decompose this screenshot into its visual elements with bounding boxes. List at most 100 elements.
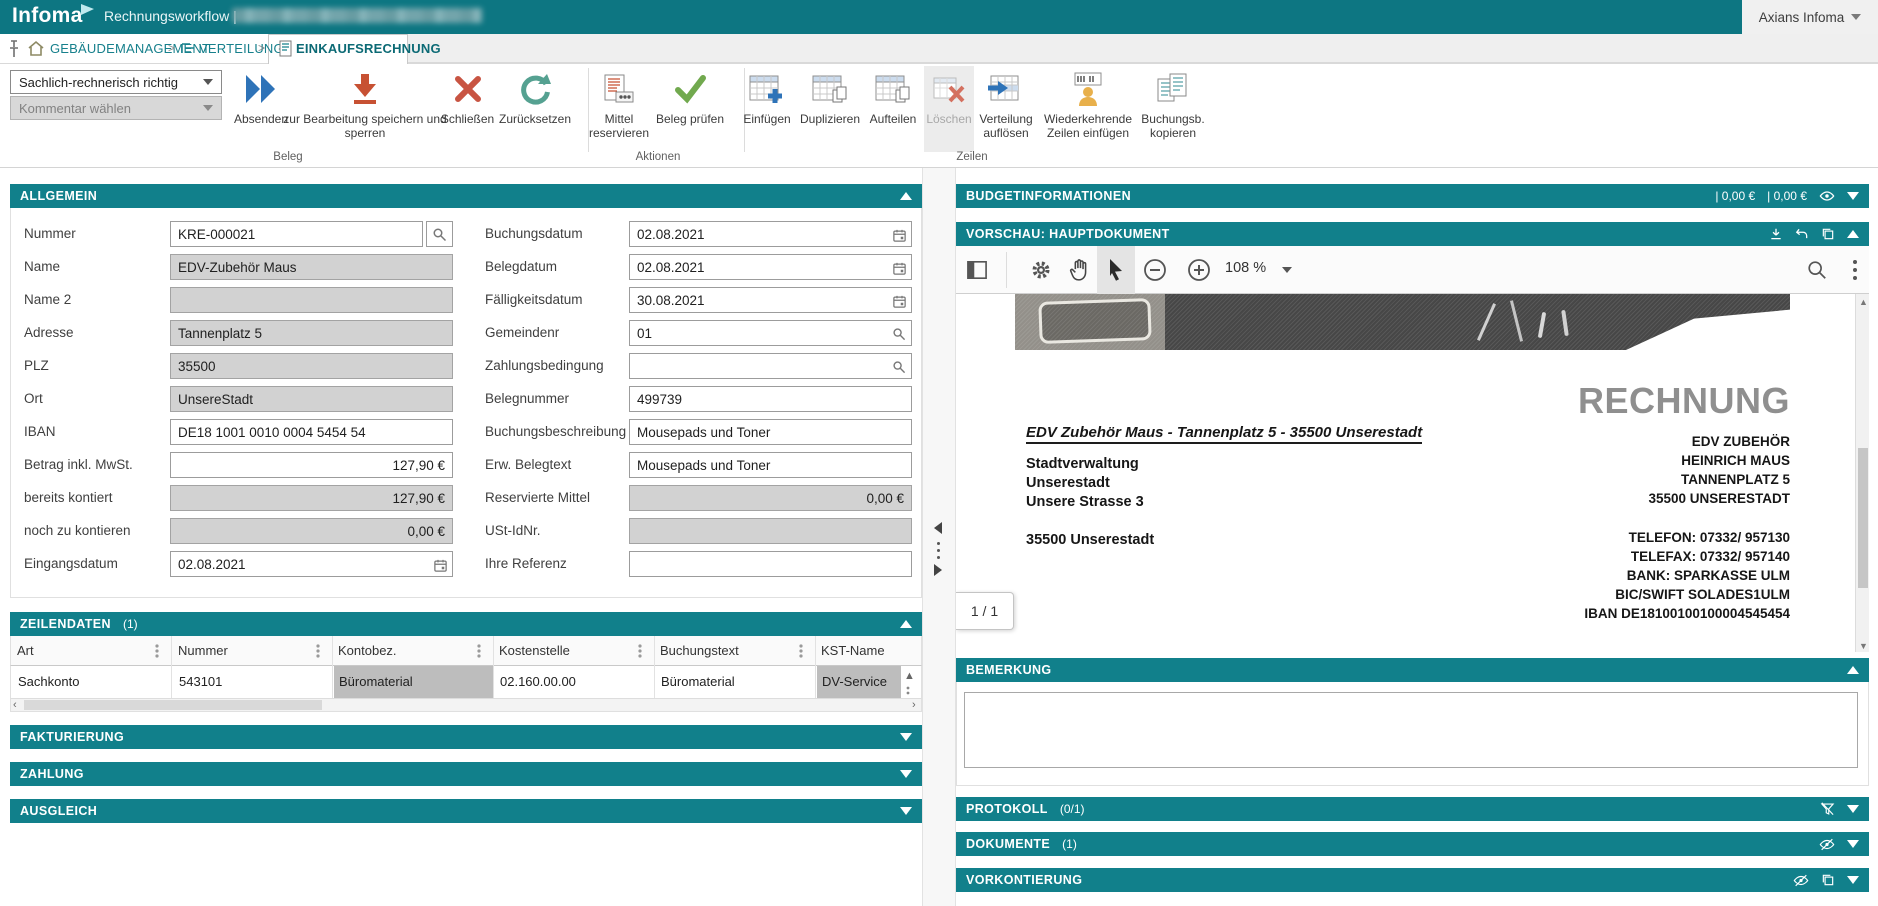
zahlungsbedingung-field[interactable] (629, 353, 912, 379)
eye-off-icon[interactable] (1819, 838, 1835, 851)
mittel-reservieren-button[interactable]: Mittel reservieren (580, 66, 658, 152)
verteilung-aufloesen-button[interactable]: Verteilung auflösen (974, 66, 1038, 152)
erw-belegtext-field[interactable] (629, 452, 912, 478)
nummer-lookup-button[interactable] (426, 221, 453, 247)
fakturierung-section-header[interactable]: FAKTURIERUNG (10, 725, 922, 749)
iban-field[interactable] (170, 419, 453, 445)
belegnummer-input[interactable] (630, 387, 911, 411)
home-icon[interactable] (27, 39, 45, 57)
nummer-field[interactable] (170, 221, 423, 247)
schliessen-button[interactable]: Schließen (430, 66, 505, 152)
protokoll-section-header[interactable]: PROTOKOLL (0/1) (956, 797, 1869, 821)
wiederkehrende-zeilen-button[interactable]: Wiederkehrende Zeilen einfügen (1038, 66, 1138, 152)
allgemein-section-header[interactable]: ALLGEMEIN (10, 184, 922, 208)
eingangsdatum-field[interactable] (170, 551, 453, 577)
calendar-icon[interactable] (431, 556, 449, 574)
bemerkung-textarea[interactable] (964, 692, 1858, 768)
search-icon[interactable] (890, 325, 908, 343)
panel-splitter[interactable] (922, 168, 956, 906)
column-menu-icon[interactable] (799, 644, 803, 659)
breadcrumb-gebaeudemanagement[interactable]: GEBÄUDEMANAGEMENT (50, 41, 211, 56)
scroll-handle-dots[interactable] (906, 686, 910, 696)
zeile-einfuegen-button[interactable]: Einfügen (734, 66, 800, 152)
column-header-buchungstext[interactable]: Buchungstext (660, 643, 739, 658)
user-menu-button[interactable]: Axians Infoma (1742, 0, 1878, 34)
chevron-down-icon[interactable] (1282, 267, 1292, 273)
table-row[interactable]: Sachkonto 543101 Büromaterial 02.160.00.… (10, 666, 922, 698)
buchungsbeschreibung-kopieren-button[interactable]: Buchungsb. kopieren (1138, 66, 1208, 152)
faelligkeitsdatum-field[interactable] (629, 287, 912, 313)
belegdatum-input[interactable] (630, 255, 911, 279)
zahlungsbedingung-input[interactable] (630, 354, 911, 378)
budgetinformationen-section-header[interactable]: BUDGETINFORMATIONEN | 0,00 € | 0,00 € (956, 184, 1869, 208)
column-header-kontobez[interactable]: Kontobez. (338, 643, 397, 658)
zeile-duplizieren-button[interactable]: Duplizieren (796, 66, 864, 152)
iban-input[interactable] (171, 420, 452, 444)
eingangsdatum-input[interactable] (171, 552, 452, 576)
scrollbar-thumb[interactable] (1858, 448, 1868, 588)
column-header-art[interactable]: Art (17, 643, 34, 658)
column-menu-icon[interactable] (316, 644, 320, 659)
splitter-drag-handle[interactable] (937, 542, 940, 559)
ihre-referenz-input[interactable] (630, 552, 911, 576)
scrollbar-thumb[interactable] (24, 700, 322, 710)
undo-icon[interactable] (1795, 227, 1809, 241)
copy-icon[interactable] (1821, 873, 1835, 887)
download-icon[interactable] (1769, 227, 1783, 241)
pdf-preview-page[interactable]: RECHNUNG EDV Zubehör Maus - Tannenplatz … (956, 294, 1869, 652)
scroll-left-icon[interactable]: ‹ (13, 699, 17, 711)
erw-belegtext-input[interactable] (630, 453, 911, 477)
betrag-input[interactable] (171, 453, 452, 477)
gemeindenr-field[interactable] (629, 320, 912, 346)
eye-off-icon[interactable] (1793, 874, 1809, 887)
collapse-up-icon[interactable] (900, 192, 912, 200)
settings-gear-icon[interactable] (1026, 255, 1056, 285)
column-header-kostenstelle[interactable]: Kostenstelle (499, 643, 570, 658)
zeilendaten-section-header[interactable]: ZEILENDATEN (1) (10, 612, 922, 636)
tab-einkaufsrechnung-label[interactable]: EINKAUFSRECHNUNG (296, 41, 441, 56)
zeile-aufteilen-button[interactable]: Aufteilen (862, 66, 924, 152)
absenden-button[interactable]: Absenden (220, 66, 302, 152)
scroll-up-icon[interactable]: ▲ (1859, 297, 1868, 307)
scroll-down-icon[interactable]: ▼ (1859, 641, 1868, 651)
scroll-right-icon[interactable]: › (912, 699, 916, 711)
vorschau-section-header[interactable]: VORSCHAU: HAUPTDOKUMENT (956, 222, 1869, 246)
zoom-in-icon[interactable] (1184, 255, 1214, 285)
bemerkung-section-header[interactable]: BEMERKUNG (956, 658, 1869, 682)
belegdatum-field[interactable] (629, 254, 912, 280)
column-header-kst-name[interactable]: KST-Name (821, 643, 885, 658)
status-dropdown[interactable]: Sachlich-rechnerisch richtig (10, 70, 222, 94)
calendar-icon[interactable] (890, 226, 908, 244)
search-icon[interactable] (890, 358, 908, 376)
buchungsdatum-input[interactable] (630, 222, 911, 246)
cursor-select-icon[interactable] (1101, 255, 1131, 285)
column-menu-icon[interactable] (638, 644, 642, 659)
column-menu-icon[interactable] (477, 644, 481, 659)
breadcrumb-verteilung[interactable]: VERTEILUNG (199, 41, 284, 56)
more-options-icon[interactable] (1840, 255, 1870, 285)
buchungsbeschreibung-input[interactable] (630, 420, 911, 444)
speichern-sperren-button[interactable]: zur Bearbeitung speichern und sperren (282, 66, 448, 152)
expand-down-icon[interactable] (900, 770, 912, 778)
zuruecksetzen-button[interactable]: Zurücksetzen (494, 66, 576, 152)
hand-pan-icon[interactable] (1064, 255, 1094, 285)
buchungsbeschreibung-field[interactable] (629, 419, 912, 445)
calendar-icon[interactable] (890, 259, 908, 277)
collapse-right-icon[interactable] (934, 564, 942, 576)
filter-off-icon[interactable] (1820, 802, 1835, 816)
gemeindenr-input[interactable] (630, 321, 911, 345)
copy-icon[interactable] (1821, 227, 1835, 241)
dokumente-section-header[interactable]: DOKUMENTE (1) (956, 832, 1869, 856)
nummer-input[interactable] (171, 222, 422, 246)
zoom-level-value[interactable]: 108 % (1225, 260, 1267, 276)
beleg-pruefen-button[interactable]: Beleg prüfen (650, 66, 730, 152)
expand-down-icon[interactable] (1847, 805, 1859, 813)
expand-down-icon[interactable] (900, 733, 912, 741)
collapse-up-icon[interactable] (900, 620, 912, 628)
collapse-left-icon[interactable] (934, 522, 942, 534)
vorkontierung-section-header[interactable]: VORKONTIERUNG (956, 868, 1869, 892)
column-header-nummer[interactable]: Nummer (178, 643, 228, 658)
scroll-up-icon[interactable]: ▲ (904, 670, 915, 682)
column-menu-icon[interactable] (155, 644, 159, 659)
expand-down-icon[interactable] (1847, 876, 1859, 884)
